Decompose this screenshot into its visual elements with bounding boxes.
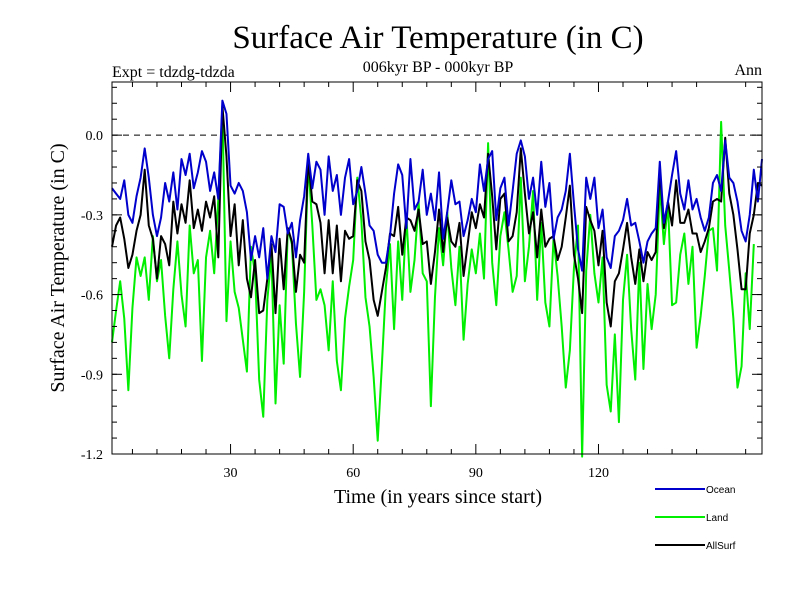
series-line-allsurf [111,104,763,328]
period-label: 006kyr BP - 000kyr BP [363,59,514,76]
y-axis-label: Surface Air Temperature (in C) [47,143,69,392]
series-line-ocean [111,99,763,280]
x-tick-label: 90 [469,466,483,481]
y-tick-label: -0.6 [81,289,103,304]
y-tick-label: -1.2 [81,448,103,463]
y-tick-label: -0.3 [81,209,103,224]
x-tick-label: 120 [588,466,609,481]
chart-title: Surface Air Temperature (in C) [232,20,643,56]
x-axis-label: Time (in years since start) [334,486,542,508]
y-tick-label: 0.0 [86,129,104,144]
plot-frame [111,81,763,455]
season-label: Ann [734,62,762,79]
y-tick-label: -0.9 [81,368,103,383]
x-tick-label: 30 [224,466,238,481]
axis-layer: 0.0 -0.3 -0.6 -0.9 -1.2 30 60 90 120 [81,82,762,481]
legend: Ocean Land AllSurf [655,485,736,552]
series-layer [111,99,763,458]
x-tick-label: 60 [346,466,360,481]
experiment-label: Expt = tdzdg-tdzda [112,64,235,81]
legend-label-allsurf: AllSurf [706,541,736,552]
legend-label-ocean: Ocean [706,485,735,496]
legend-label-land: Land [706,513,728,524]
